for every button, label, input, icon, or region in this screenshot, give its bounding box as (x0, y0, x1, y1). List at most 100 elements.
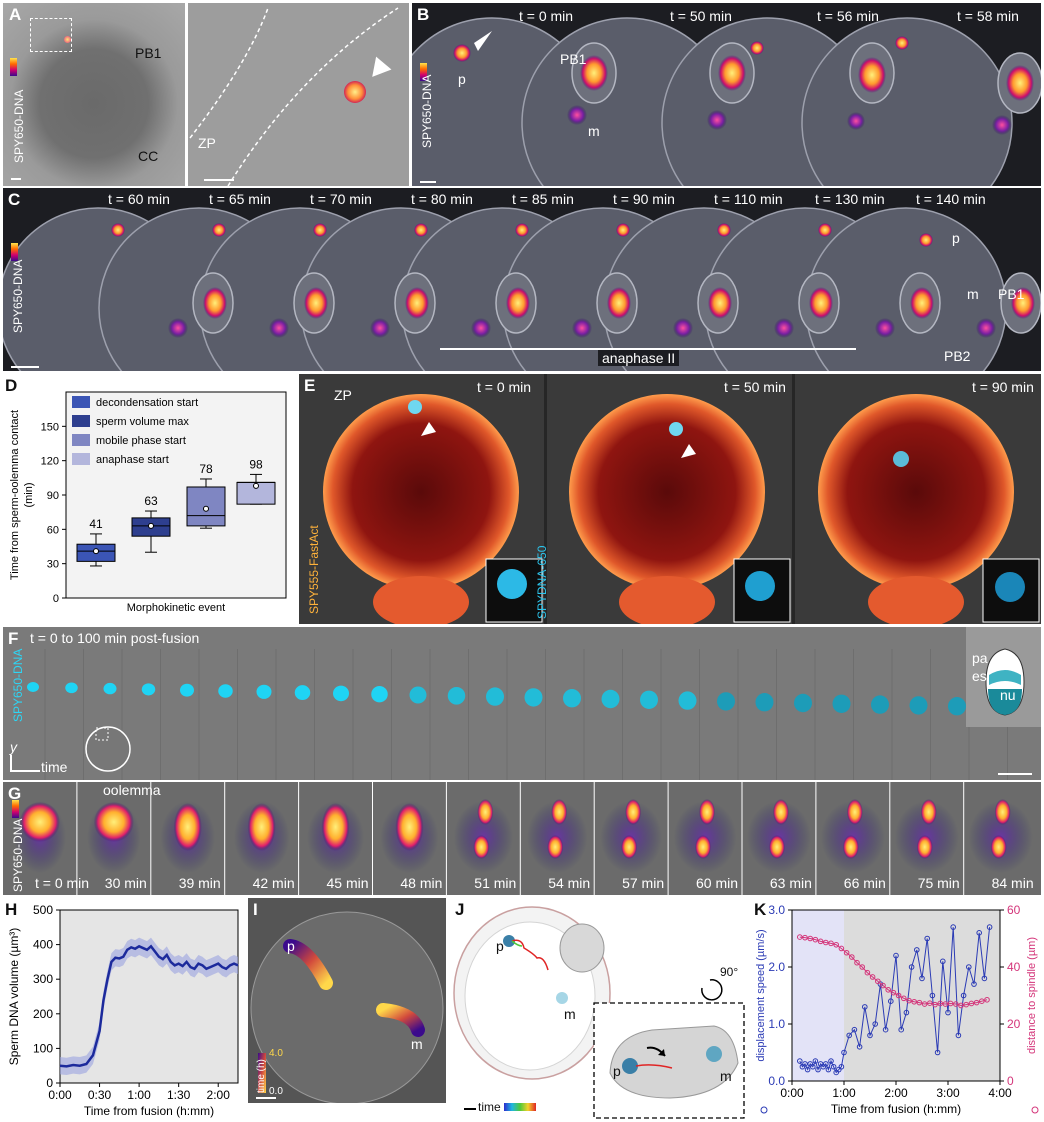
scale-bar (204, 179, 234, 181)
distance-point (963, 1001, 969, 1008)
speed-point (828, 1058, 834, 1064)
y2-tick-label: 40 (1007, 960, 1021, 974)
speed-point (838, 1063, 845, 1070)
sperm-dna-bottom (990, 835, 1007, 859)
y-tick-label: 60 (47, 524, 59, 536)
boxplot-d: 0 30 60 90 120 150 Time from sperm-oolemma con… (9, 391, 287, 614)
speed-point (971, 981, 977, 987)
distance-point (937, 1000, 943, 1007)
x-tick-label: 0:00 (48, 1088, 72, 1102)
cbar-label: time (h) (256, 1059, 267, 1093)
distance-point (828, 940, 834, 947)
channel-label: SPY650-DNA (420, 74, 434, 148)
speed-point (960, 992, 967, 999)
oolemma-label: oolemma (103, 782, 161, 798)
cc-label: CC (138, 148, 159, 164)
time-label: t = 50 min (670, 8, 732, 24)
time-label: t = 0 min (519, 8, 574, 24)
p-label: p (952, 230, 960, 246)
y-tick-label: 2.0 (768, 960, 785, 974)
y-tick-label: 90 (47, 490, 59, 502)
sperm-dna-bottom (842, 835, 859, 859)
paternal-dna (818, 223, 832, 237)
distance-point (921, 1001, 928, 1007)
panel-label: C (8, 190, 21, 209)
legend-label: sperm volume max (96, 416, 189, 428)
oocyte-inset (85, 726, 131, 772)
maternal-dna (269, 318, 289, 338)
y-tick-label: 150 (41, 421, 59, 433)
speed-point (934, 1049, 941, 1056)
y-axis-label: displacement speed (µm/s) (755, 929, 767, 1061)
3d-render (453, 906, 745, 1119)
cbar-max: 4.0 (269, 1048, 283, 1059)
speed-point (940, 958, 946, 965)
distance-point (916, 999, 923, 1006)
y2-axis-label: distance to spindle (µm) (1026, 937, 1038, 1054)
mean-point (253, 482, 259, 489)
distance-point (947, 1000, 954, 1007)
scale-bar (11, 366, 39, 368)
time-label: 75 min (917, 875, 960, 891)
time-label: t = 110 min (714, 191, 783, 207)
legend-swatch (72, 434, 90, 446)
time-label: 57 min (622, 875, 665, 891)
speed-point (802, 1061, 808, 1067)
y-tick-label: 30 (47, 559, 59, 571)
sperm-es (989, 670, 1021, 685)
sperm-dna (93, 802, 134, 842)
sperm-dna (640, 690, 658, 709)
sperm-dna-bottom (768, 835, 785, 859)
speed-point (976, 930, 982, 936)
sperm-dna (294, 685, 311, 701)
speed-point (924, 935, 930, 942)
speed-point (872, 1021, 878, 1027)
distance-point (859, 964, 865, 970)
sperm-kymograph (27, 627, 1041, 780)
paternal-dna (313, 223, 327, 237)
colorbar (12, 800, 19, 818)
sperm-dna-top (772, 799, 789, 825)
speed-point (903, 1009, 910, 1016)
maternal-dna (774, 318, 794, 338)
x-tick-label: 2:00 (884, 1086, 908, 1100)
sperm-dna (141, 683, 156, 696)
sperm-dna (103, 682, 117, 695)
zp-label: ZP (334, 387, 352, 403)
time-label: t = 140 min (916, 191, 986, 207)
y-tick-label: 0 (53, 593, 59, 605)
distance-point (885, 987, 891, 993)
distance-point (849, 954, 855, 960)
median-label: 41 (89, 517, 103, 531)
x-tick-label: 1:00 (832, 1086, 856, 1100)
pb1-dna (405, 287, 429, 319)
panel-k: K 0.0 1.0 2.0 3.0 0 20 40 60 0:00 1:00 2:00 3:00 4:0… (750, 898, 1044, 1120)
median-label: 63 (144, 494, 158, 508)
time-label: t = 0 min (477, 379, 532, 395)
sperm-dna (247, 803, 276, 851)
median-label: 98 (249, 457, 263, 471)
x-tick-label: 0:00 (780, 1086, 804, 1100)
time-label: 39 min (178, 875, 221, 891)
anaphase-label: anaphase II (598, 350, 680, 366)
median-label: 78 (199, 462, 213, 476)
time-label: t = 50 min (724, 379, 786, 395)
x-axis-label: Morphokinetic event (127, 602, 225, 614)
p-label: p (496, 938, 504, 954)
distance-point (984, 996, 990, 1003)
mean-point (93, 548, 99, 555)
es-label: es (972, 668, 987, 684)
inset-box (95, 727, 109, 741)
y-tick-label: 1.0 (768, 1017, 785, 1031)
speed-point (919, 975, 925, 982)
channel-label: SPY650-DNA (11, 259, 25, 333)
time-label: t = 65 min (209, 191, 271, 207)
paternal-dna (212, 223, 226, 237)
panel-label: F (8, 629, 19, 648)
m-label: m (588, 123, 600, 139)
sperm-dna (524, 688, 543, 707)
error-band (60, 937, 238, 1076)
speed-point (815, 1066, 821, 1073)
speed-point (830, 1063, 837, 1070)
speed-point (888, 998, 894, 1004)
